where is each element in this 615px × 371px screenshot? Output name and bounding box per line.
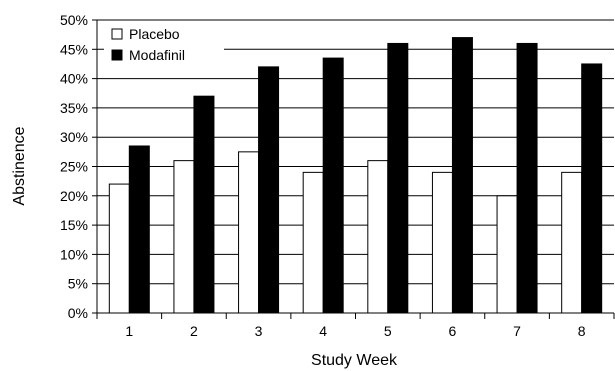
x-tick-label: 4 bbox=[319, 323, 327, 339]
axes bbox=[92, 19, 615, 319]
x-axis-label: Study Week bbox=[311, 352, 398, 369]
bar-placebo-week-8 bbox=[561, 171, 583, 314]
y-tick-label: 25% bbox=[60, 159, 88, 175]
y-tick-label: 10% bbox=[60, 246, 88, 262]
bar-placebo-week-1 bbox=[108, 183, 130, 314]
bar-placebo-week-7 bbox=[496, 195, 518, 314]
bar-placebo-week-5 bbox=[367, 160, 389, 314]
x-tick-label: 7 bbox=[513, 323, 521, 339]
bar-modafinil-week-3 bbox=[258, 66, 280, 314]
y-tick-label: 0% bbox=[68, 305, 88, 321]
legend-label-modafinil: Modafinil bbox=[129, 47, 185, 63]
x-tick-label: 5 bbox=[384, 323, 392, 339]
x-tick-label: 1 bbox=[125, 323, 133, 339]
x-tick-label: 2 bbox=[190, 323, 198, 339]
bar-placebo-week-6 bbox=[431, 171, 453, 314]
bar-placebo-week-4 bbox=[302, 171, 324, 314]
legend: Placebo Modafinil bbox=[104, 23, 224, 69]
bars bbox=[108, 37, 603, 314]
y-tick-label: 45% bbox=[60, 41, 88, 57]
legend-label-placebo: Placebo bbox=[129, 26, 180, 42]
y-tick-label: 5% bbox=[68, 276, 88, 292]
bar-modafinil-week-4 bbox=[322, 57, 344, 314]
x-tick-labels: 1 2 3 4 5 6 7 8 bbox=[125, 323, 585, 339]
bar-modafinil-week-1 bbox=[128, 145, 150, 314]
x-tick-label: 6 bbox=[449, 323, 457, 339]
y-tick-label: 50% bbox=[60, 12, 88, 28]
y-tick-label: 30% bbox=[60, 129, 88, 145]
x-tick-label: 3 bbox=[255, 323, 263, 339]
bar-placebo-week-3 bbox=[238, 151, 260, 314]
bar-modafinil-week-6 bbox=[451, 37, 473, 314]
bar-modafinil-week-5 bbox=[387, 42, 409, 314]
y-axis-label: Abstinence bbox=[11, 126, 28, 205]
x-tick-label: 8 bbox=[578, 323, 586, 339]
y-tick-label: 15% bbox=[60, 217, 88, 233]
y-tick-label: 20% bbox=[60, 188, 88, 204]
y-tick-labels: 0% 5% 10% 15% 20% 25% 30% 35% 40% 45% 50% bbox=[60, 12, 88, 321]
legend-swatch-modafinil bbox=[111, 49, 123, 61]
y-tick-label: 40% bbox=[60, 71, 88, 87]
bar-modafinil-week-7 bbox=[516, 42, 538, 314]
y-tick-label: 35% bbox=[60, 100, 88, 116]
bar-modafinil-week-2 bbox=[193, 95, 215, 314]
bar-placebo-week-2 bbox=[173, 160, 195, 314]
bar-modafinil-week-8 bbox=[581, 63, 603, 314]
legend-background bbox=[104, 23, 224, 69]
legend-swatch-placebo bbox=[111, 28, 123, 40]
